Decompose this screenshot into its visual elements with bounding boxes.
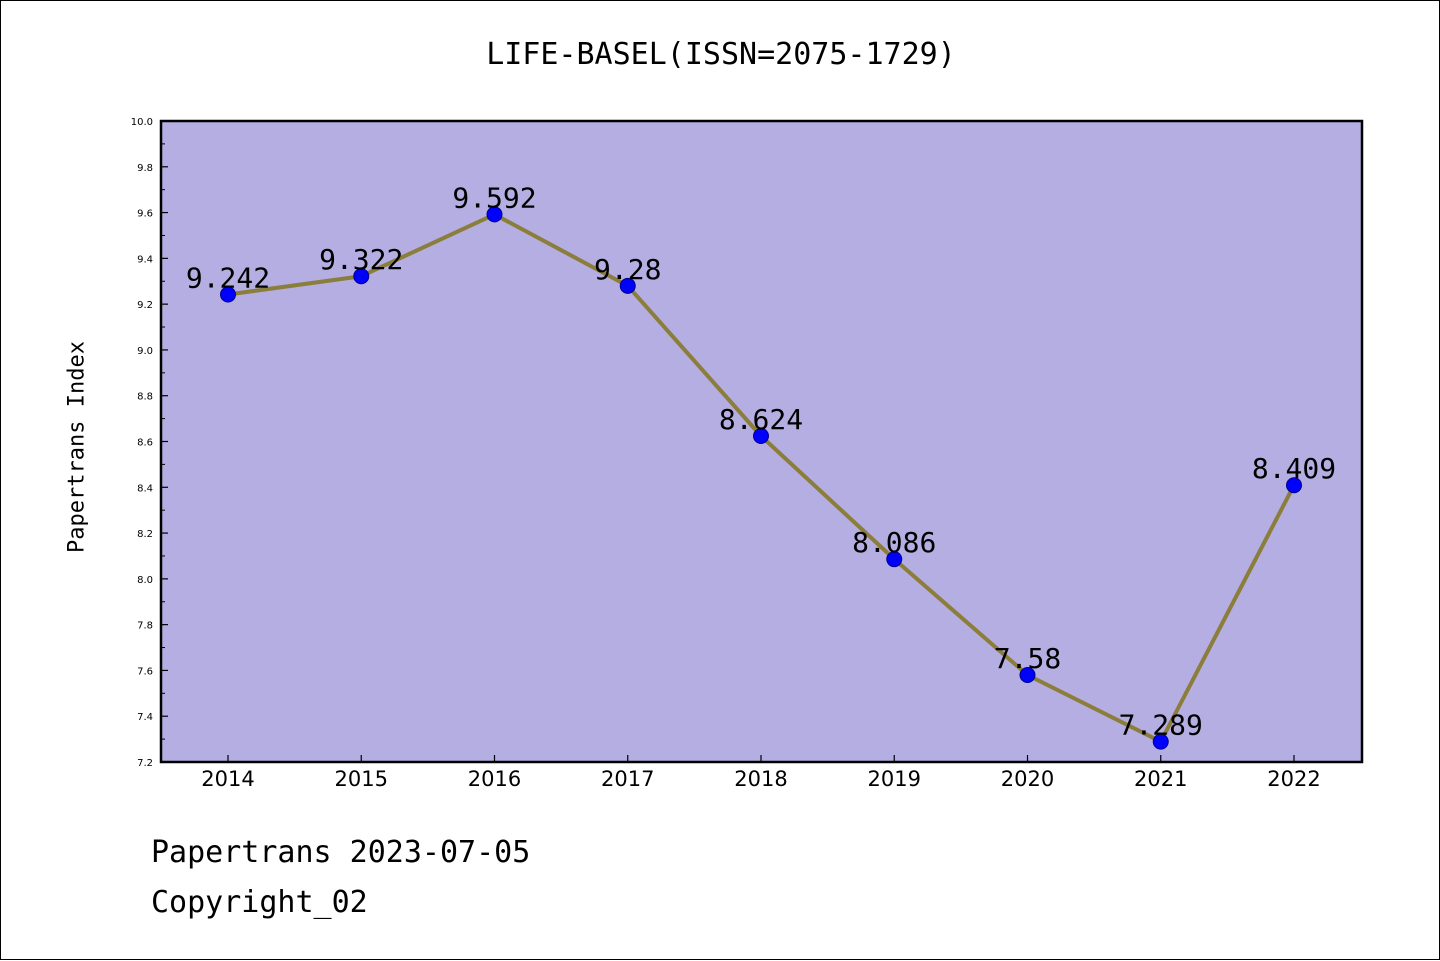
y-tick-label: 7.6 — [137, 666, 153, 677]
data-point — [353, 268, 370, 285]
data-label: 9.242 — [186, 262, 270, 295]
x-tick-label: 2021 — [1134, 767, 1187, 791]
x-tick-label: 2022 — [1267, 767, 1320, 791]
x-tick-label: 2016 — [468, 767, 521, 791]
x-tick-label: 2018 — [734, 767, 787, 791]
chart-title: LIFE-BASEL(ISSN=2075-1729) — [486, 37, 956, 72]
data-point — [1286, 477, 1302, 494]
data-label: 7.289 — [1119, 709, 1203, 742]
data-point — [220, 286, 236, 303]
x-tick-label: 2014 — [201, 767, 254, 791]
y-tick-label: 8.0 — [137, 575, 153, 586]
data-labels: 9.242 9.322 9.592 9.28 8.624 8.086 7.58 7.289 8.… — [186, 181, 1336, 741]
footer-copyright: Copyright_02 — [151, 885, 368, 920]
y-tick-label: 7.2 — [137, 758, 153, 769]
x-tick-label: 2020 — [1001, 767, 1054, 791]
y-tick-label: 8.8 — [137, 392, 153, 403]
data-label: 8.409 — [1252, 452, 1336, 485]
data-point — [619, 277, 636, 294]
x-tick-label: 2015 — [335, 767, 388, 791]
plot-frame — [159, 119, 1364, 764]
x-axis: 2014 2015 2016 2017 2018 2019 2020 2021 2022 — [201, 755, 1321, 791]
y-tick-label: 9.8 — [137, 163, 153, 174]
y-tick-label: 10.0 — [131, 117, 153, 128]
y-tick-label: 8.4 — [137, 483, 153, 494]
y-tick-label: 8.6 — [137, 438, 153, 449]
data-label: 7.58 — [994, 642, 1061, 675]
x-tick-label: 2019 — [868, 767, 921, 791]
data-label: 9.592 — [452, 181, 536, 214]
data-point — [886, 551, 903, 568]
data-point — [1152, 733, 1169, 750]
data-markers — [220, 206, 1302, 750]
y-tick-label: 7.4 — [137, 712, 153, 723]
y-tick-label: 7.8 — [137, 621, 153, 632]
y-tick-label: 8.2 — [137, 529, 153, 540]
data-label: 9.322 — [319, 243, 403, 276]
data-label: 9.28 — [594, 253, 661, 286]
data-point — [1019, 667, 1036, 684]
data-point — [753, 428, 769, 445]
data-point — [486, 206, 503, 223]
y-tick-label: 9.6 — [137, 209, 153, 220]
y-tick-label: 9.2 — [137, 300, 153, 311]
x-tick-label: 2017 — [601, 767, 654, 791]
data-label: 8.086 — [852, 526, 936, 559]
data-label: 8.624 — [719, 403, 803, 436]
y-tick-label: 9.4 — [137, 254, 153, 265]
footer-source: Papertrans 2023-07-05 — [151, 835, 531, 870]
y-tick-label: 9.0 — [137, 346, 153, 357]
